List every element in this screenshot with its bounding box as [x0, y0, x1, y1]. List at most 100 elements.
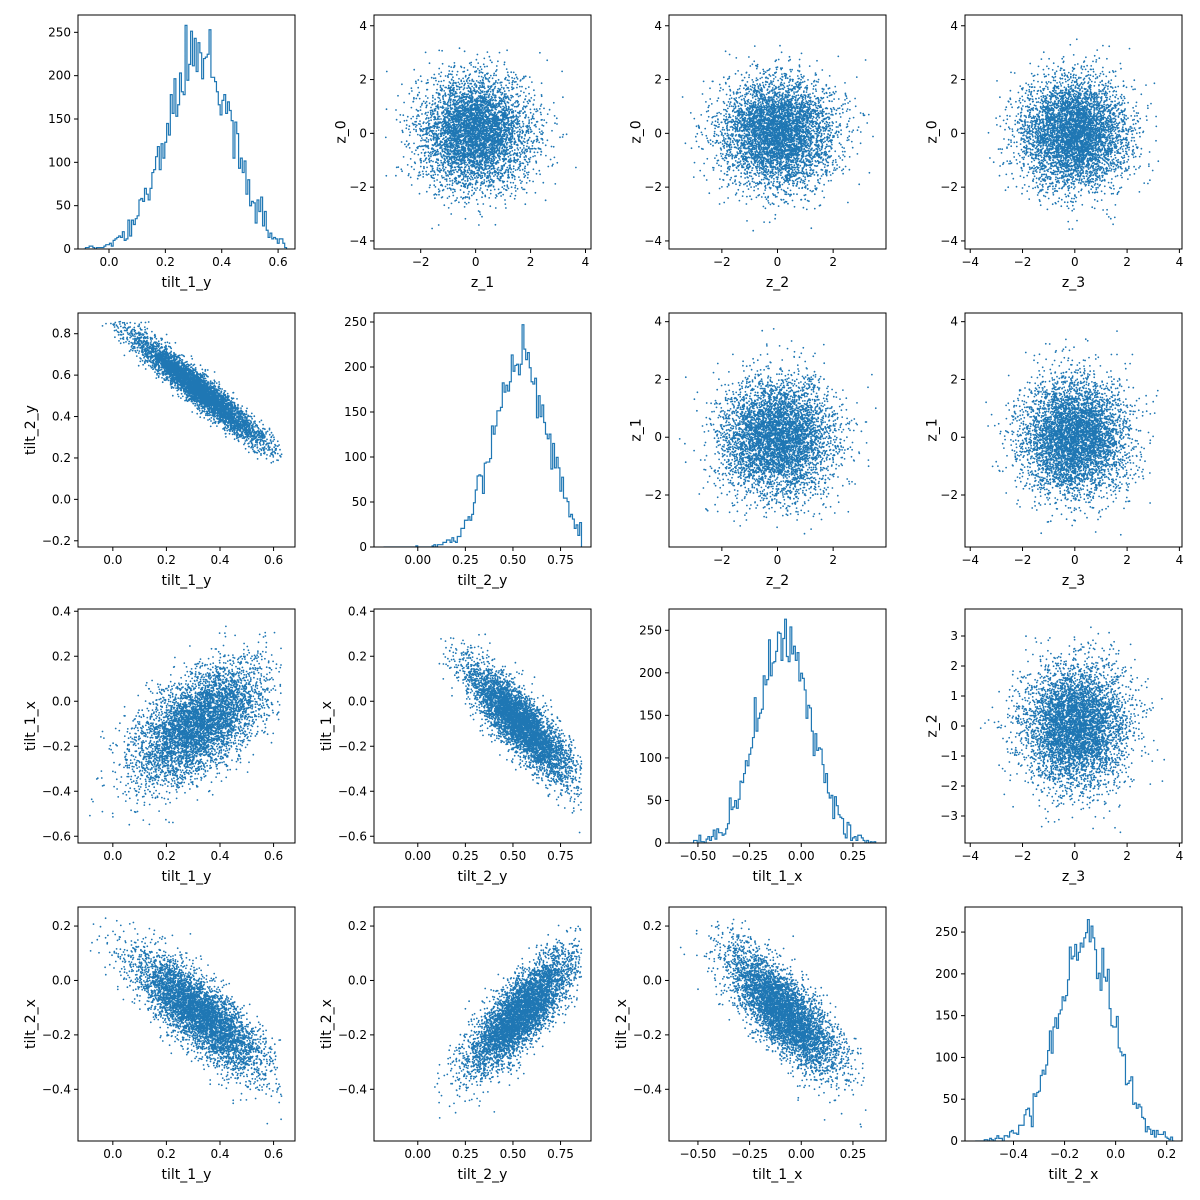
x-axis-label: tilt_1_y — [162, 573, 212, 589]
x-axis-label: tilt_2_y — [458, 573, 508, 589]
y-tick-label: 0.2 — [52, 919, 71, 933]
y-tick-label: 0 — [654, 836, 662, 850]
x-tick-label: 0.6 — [264, 849, 283, 863]
y-tick-label: 0.2 — [52, 451, 71, 465]
histogram-step — [83, 24, 288, 249]
x-tick-label: 0.6 — [264, 553, 283, 567]
scatter-points — [987, 38, 1160, 231]
x-axis-label: tilt_2_x — [1049, 1167, 1099, 1183]
x-tick-label: 0.2 — [1157, 1147, 1176, 1161]
y-tick-label: 250 — [48, 25, 71, 39]
subplot-r2-c1: 0.00 0.25 0.50 0.75 −0.6 −0.4 −0.2 0.0 0.2 0.4 til… — [319, 604, 592, 885]
scatter-points — [979, 626, 1166, 834]
subplot-r0-c0: 0.0 0.2 0.4 0.6 0 50 100 150 200 250 tilt_1_y — [48, 14, 296, 291]
y-tick-label: −4 — [349, 234, 367, 248]
y-tick-label: 50 — [56, 199, 71, 213]
y-tick-label: 0 — [950, 430, 958, 444]
scatter-points — [438, 633, 583, 834]
y-tick-label: 0 — [950, 126, 958, 140]
y-tick-label: 1 — [950, 689, 958, 703]
y-tick-label: −0.4 — [338, 1082, 367, 1096]
x-tick-label: 0.0 — [1106, 1147, 1125, 1161]
x-tick-label: 2 — [1123, 849, 1131, 863]
scatter-points — [679, 918, 867, 1128]
y-tick-label: −0.2 — [42, 1028, 71, 1042]
y-tick-label: 100 — [935, 1050, 958, 1064]
y-tick-label: 0.0 — [52, 694, 71, 708]
subplot-r0-c1: −2 0 2 4 −4 −2 0 2 4 z_1 z_0 — [334, 14, 592, 291]
scatter-points — [89, 917, 283, 1125]
axes-frame — [77, 906, 296, 1142]
y-tick-label: 0.4 — [348, 604, 367, 618]
plot-area — [678, 327, 877, 535]
x-tick-label: −4 — [961, 255, 979, 269]
y-tick-label: 4 — [359, 19, 367, 33]
x-tick-label: −2 — [713, 255, 731, 269]
x-tick-label: 0.00 — [404, 1147, 431, 1161]
x-tick-label: 0 — [1071, 255, 1079, 269]
x-tick-label: −0.25 — [731, 849, 768, 863]
x-tick-label: 0.2 — [157, 1147, 176, 1161]
y-axis-label: z_0 — [629, 120, 645, 143]
y-tick-label: 0.2 — [643, 919, 662, 933]
y-tick-label: 0 — [359, 540, 367, 554]
x-tick-label: 2 — [1123, 255, 1131, 269]
y-tick-label: 0.0 — [348, 694, 367, 708]
x-tick-label: 0.75 — [547, 1147, 574, 1161]
y-tick-label: 0.0 — [643, 973, 662, 987]
x-axis-label: tilt_1_x — [753, 869, 803, 885]
y-tick-label: 0.6 — [52, 368, 71, 382]
x-tick-label: −2 — [1014, 553, 1032, 567]
x-tick-label: 0 — [774, 255, 782, 269]
y-tick-label: 0.2 — [52, 649, 71, 663]
y-axis-label: z_1 — [629, 418, 645, 441]
x-tick-label: 0.0 — [103, 1147, 122, 1161]
subplot-r3-c2: −0.50 −0.25 0.00 0.25 −0.4 −0.2 0.0 0.2 tilt_1_x… — [614, 906, 887, 1183]
x-tick-label: 0.50 — [500, 1147, 527, 1161]
plot-area — [987, 38, 1160, 231]
x-tick-label: 4 — [582, 255, 590, 269]
scatter-points — [384, 47, 577, 230]
histogram-step — [975, 918, 1175, 1141]
x-tick-label: 0.2 — [156, 255, 175, 269]
y-tick-label: −0.2 — [42, 739, 71, 753]
y-tick-label: 250 — [935, 925, 958, 939]
y-tick-label: −0.4 — [42, 784, 71, 798]
y-tick-label: 0.4 — [52, 604, 71, 618]
axes-frame — [77, 312, 296, 548]
x-tick-label: 0.00 — [788, 849, 815, 863]
x-axis-label: z_3 — [1062, 869, 1085, 885]
y-tick-label: 0.2 — [348, 649, 367, 663]
x-tick-label: −2 — [1014, 255, 1032, 269]
y-axis-label: tilt_2_y — [23, 405, 39, 455]
y-axis-label: tilt_2_x — [319, 999, 335, 1049]
y-tick-label: −1 — [940, 749, 958, 763]
y-tick-label: 0 — [359, 126, 367, 140]
y-tick-label: 200 — [48, 69, 71, 83]
y-tick-label: 2 — [654, 372, 662, 386]
subplot-r3-c3: −0.4 −0.2 0.0 0.2 0 50 100 150 200 250 tilt_2_x — [935, 906, 1183, 1183]
y-tick-label: 4 — [950, 315, 958, 329]
x-tick-label: 2 — [829, 255, 837, 269]
axes-frame — [77, 608, 296, 844]
x-tick-label: 0.4 — [210, 1147, 229, 1161]
x-tick-label: 4 — [1176, 255, 1184, 269]
y-tick-label: 150 — [639, 708, 662, 722]
x-tick-label: −0.4 — [999, 1147, 1028, 1161]
y-tick-label: −4 — [644, 234, 662, 248]
x-tick-label: 0.25 — [452, 1147, 479, 1161]
x-tick-label: −2 — [713, 553, 731, 567]
x-tick-label: 0.00 — [404, 553, 431, 567]
y-tick-label: −0.2 — [338, 739, 367, 753]
axes-frame — [373, 608, 592, 844]
plot-area — [83, 24, 288, 249]
x-axis-label: tilt_2_y — [458, 1167, 508, 1183]
x-tick-label: 0.75 — [547, 553, 574, 567]
plot-area — [679, 618, 877, 843]
y-axis-label: tilt_2_x — [614, 999, 630, 1049]
x-tick-label: 0.0 — [103, 553, 122, 567]
subplot-r3-c1: 0.00 0.25 0.50 0.75 −0.4 −0.2 0.0 0.2 tilt_2_y ti… — [319, 906, 592, 1183]
y-tick-label: 200 — [639, 666, 662, 680]
x-tick-label: 0.0 — [103, 849, 122, 863]
